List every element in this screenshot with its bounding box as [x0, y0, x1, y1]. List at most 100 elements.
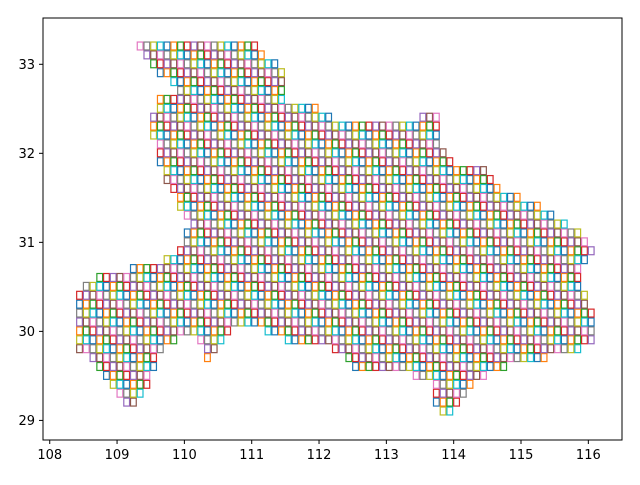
grid-cell: [459, 237, 467, 247]
grid-cell: [473, 281, 481, 291]
grid-cell: [244, 308, 252, 318]
grid-cell: [76, 317, 83, 327]
grid-cell: [486, 174, 494, 185]
grid-cell: [156, 41, 164, 51]
grid-cell: [426, 148, 434, 158]
grid-cell: [446, 361, 454, 372]
grid-cell: [197, 41, 205, 51]
grid-cell: [527, 219, 535, 229]
grid-cell: [224, 77, 232, 87]
grid-cell: [459, 379, 467, 389]
grid-cell: [203, 335, 211, 345]
grid-cell: [540, 219, 548, 229]
grid-cell: [527, 290, 535, 300]
grid-cell: [311, 246, 319, 256]
grid-cell: [123, 272, 131, 283]
grid-cell: [284, 210, 292, 220]
grid-cell: [358, 183, 366, 193]
grid-cell: [224, 94, 232, 104]
grid-cell: [129, 326, 137, 336]
grid-cell: [190, 308, 198, 318]
grid-cell: [419, 370, 427, 380]
grid-cell: [284, 148, 292, 158]
grid-cell: [190, 94, 198, 104]
grid-cell: [358, 299, 366, 309]
grid-cell: [419, 299, 427, 309]
grid-cell: [183, 41, 191, 51]
grid-cell: [210, 166, 218, 176]
grid-cell: [116, 361, 124, 372]
grid-cell: [554, 308, 561, 318]
grid-cell: [338, 344, 346, 354]
grid-cell: [520, 201, 528, 211]
grid-cell: [358, 281, 366, 291]
grid-cell: [358, 255, 366, 265]
grid-cell: [89, 299, 97, 309]
grid-cell: [318, 210, 326, 220]
grid-cell: [109, 290, 117, 300]
grid-cell: [419, 219, 427, 229]
grid-cell: [338, 326, 346, 336]
grid-cell: [129, 281, 137, 291]
grid-cell: [291, 219, 299, 229]
grid-cell: [217, 192, 225, 202]
grid-cell: [244, 112, 252, 122]
grid-cell: [385, 246, 393, 256]
grid-cell: [493, 344, 501, 354]
grid-cell: [385, 237, 393, 247]
grid-cell: [358, 121, 366, 131]
grid-cell: [533, 201, 541, 211]
grid-cell: [446, 406, 454, 416]
grid-cell: [587, 246, 595, 256]
grid-cell: [365, 139, 373, 149]
grid-cell: [480, 183, 487, 193]
grid-cell: [278, 272, 285, 283]
grid-cell: [372, 246, 380, 256]
grid-cell: [547, 308, 555, 318]
grid-cell: [392, 361, 400, 372]
grid-cell: [203, 139, 211, 149]
grid-cell: [365, 201, 373, 211]
grid-cell: [412, 264, 420, 274]
grid-cell: [459, 317, 467, 327]
grid-cell: [136, 308, 144, 318]
grid-cell: [480, 326, 487, 336]
grid-cell: [244, 219, 252, 229]
grid-cell: [203, 308, 211, 318]
grid-cell: [318, 174, 326, 185]
grid-cell: [379, 183, 386, 193]
grid-cell: [96, 281, 104, 291]
grid-cell: [500, 264, 508, 274]
grid-cell: [156, 317, 164, 327]
grid-cell: [251, 166, 259, 176]
grid-cell: [500, 353, 508, 363]
grid-cell: [358, 219, 366, 229]
grid-cell: [291, 148, 299, 158]
grid-cell: [298, 281, 306, 291]
grid-cell: [224, 68, 232, 78]
grid-cell: [116, 308, 124, 318]
grid-cell: [574, 299, 582, 309]
grid-cell: [278, 183, 285, 193]
grid-cell: [426, 219, 434, 229]
grid-cell: [150, 50, 158, 60]
grid-cell: [432, 361, 440, 372]
grid-cell: [177, 174, 184, 185]
grid-cell: [278, 130, 285, 140]
grid-cell: [412, 317, 420, 327]
grid-cell: [237, 299, 245, 309]
grid-cell: [264, 130, 272, 140]
grid-cell: [244, 210, 252, 220]
grid-cell: [365, 361, 373, 372]
grid-cell: [230, 41, 238, 51]
grid-cell: [459, 210, 467, 220]
grid-cell: [123, 308, 131, 318]
grid-cell: [251, 68, 259, 78]
grid-cell: [426, 166, 434, 176]
grid-cell: [547, 228, 555, 238]
grid-cell: [244, 166, 252, 176]
grid-cell: [291, 290, 299, 300]
grid-cell: [284, 112, 292, 122]
grid-cell: [284, 290, 292, 300]
grid-cell: [379, 290, 386, 300]
